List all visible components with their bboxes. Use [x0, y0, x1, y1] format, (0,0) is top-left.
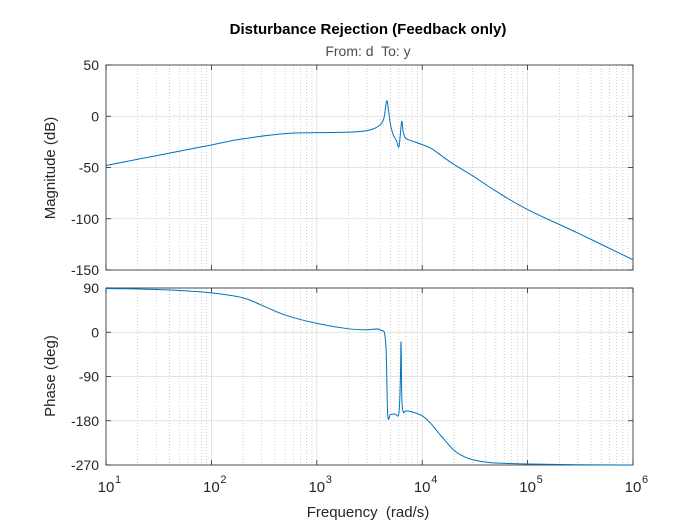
- x-tick-label: 10: [625, 479, 642, 496]
- x-tick-label: 10: [308, 479, 325, 496]
- magnitude-axis-label: Magnitude (dB): [42, 117, 59, 220]
- y-tick-label: -180: [71, 413, 99, 429]
- y-tick-label: 50: [83, 57, 99, 73]
- y-tick-label: -90: [79, 369, 99, 385]
- magnitude-panel: 50 0 -50 -100 -150: [71, 57, 634, 278]
- x-tick-label: 10: [414, 479, 431, 496]
- x-tick-label: 10: [519, 479, 536, 496]
- x-tick-label: 10: [203, 479, 220, 496]
- x-tick-exponent: 3: [326, 474, 332, 486]
- x-tick-exponent: 4: [431, 474, 437, 486]
- y-tick-label: -100: [71, 211, 99, 227]
- series-line: [105, 100, 634, 261]
- y-tick-label: 0: [91, 108, 99, 124]
- chart-title: Disturbance Rejection (Feedback only): [230, 21, 507, 38]
- y-tick-label: -270: [71, 457, 99, 473]
- x-tick-exponent: 6: [642, 474, 648, 486]
- chart-subtitle: From: d To: y: [325, 43, 410, 59]
- frequency-axis-label: Frequency (rad/s): [307, 504, 430, 521]
- x-tick-exponent: 1: [115, 474, 121, 486]
- y-tick-label: -150: [71, 262, 99, 278]
- x-tick-label: 10: [98, 479, 115, 496]
- phase-axis-label: Phase (deg): [42, 335, 59, 417]
- y-tick-label: 0: [91, 324, 99, 340]
- x-tick-exponent: 2: [220, 474, 226, 486]
- y-tick-label: 90: [83, 280, 99, 296]
- x-tick-exponent: 5: [537, 474, 543, 486]
- series-line: [105, 287, 634, 466]
- y-tick-label: -50: [79, 160, 99, 176]
